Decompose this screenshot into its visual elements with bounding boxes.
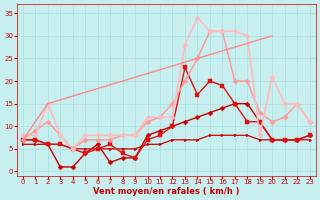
X-axis label: Vent moyen/en rafales ( km/h ): Vent moyen/en rafales ( km/h ) <box>93 187 239 196</box>
